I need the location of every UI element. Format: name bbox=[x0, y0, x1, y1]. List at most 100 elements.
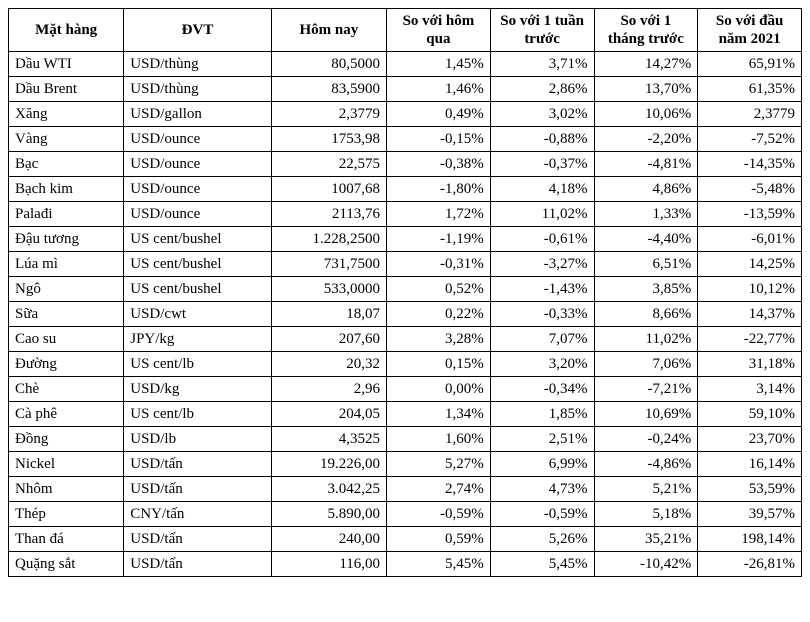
table-row: XăngUSD/gallon2,37790,49%3,02%10,06%2,37… bbox=[9, 102, 802, 127]
cell-unit: US cent/bushel bbox=[124, 252, 272, 277]
cell-vs-yesterday: -0,38% bbox=[387, 152, 491, 177]
cell-unit: USD/tấn bbox=[124, 452, 272, 477]
col-header-vs-week: So với 1 tuần trước bbox=[490, 9, 594, 52]
cell-vs-year: 65,91% bbox=[698, 52, 802, 77]
cell-vs-year: 61,35% bbox=[698, 77, 802, 102]
cell-item: Bạc bbox=[9, 152, 124, 177]
cell-today: 3.042,25 bbox=[271, 477, 386, 502]
cell-vs-week: 5,45% bbox=[490, 552, 594, 577]
cell-today: 116,00 bbox=[271, 552, 386, 577]
cell-vs-yesterday: -0,15% bbox=[387, 127, 491, 152]
cell-vs-week: 4,73% bbox=[490, 477, 594, 502]
cell-vs-month: -2,20% bbox=[594, 127, 698, 152]
cell-unit: USD/ounce bbox=[124, 152, 272, 177]
cell-unit: USD/tấn bbox=[124, 527, 272, 552]
cell-vs-week: 6,99% bbox=[490, 452, 594, 477]
cell-vs-week: -0,61% bbox=[490, 227, 594, 252]
cell-today: 80,5000 bbox=[271, 52, 386, 77]
cell-item: Thép bbox=[9, 502, 124, 527]
cell-vs-month: 6,51% bbox=[594, 252, 698, 277]
cell-vs-year: 14,25% bbox=[698, 252, 802, 277]
cell-vs-month: 13,70% bbox=[594, 77, 698, 102]
cell-vs-yesterday: 0,52% bbox=[387, 277, 491, 302]
col-header-today: Hôm nay bbox=[271, 9, 386, 52]
cell-unit: US cent/lb bbox=[124, 402, 272, 427]
cell-unit: USD/lb bbox=[124, 427, 272, 452]
cell-item: Xăng bbox=[9, 102, 124, 127]
cell-vs-year: 39,57% bbox=[698, 502, 802, 527]
cell-item: Dầu WTI bbox=[9, 52, 124, 77]
table-row: SữaUSD/cwt18,070,22%-0,33%8,66%14,37% bbox=[9, 302, 802, 327]
cell-vs-week: -0,33% bbox=[490, 302, 594, 327]
cell-vs-yesterday: 5,45% bbox=[387, 552, 491, 577]
cell-unit: USD/kg bbox=[124, 377, 272, 402]
cell-vs-week: 4,18% bbox=[490, 177, 594, 202]
cell-unit: CNY/tấn bbox=[124, 502, 272, 527]
table-row: ĐồngUSD/lb4,35251,60%2,51%-0,24%23,70% bbox=[9, 427, 802, 452]
cell-vs-yesterday: 0,22% bbox=[387, 302, 491, 327]
cell-today: 1.228,2500 bbox=[271, 227, 386, 252]
cell-unit: USD/ounce bbox=[124, 202, 272, 227]
cell-vs-month: 35,21% bbox=[594, 527, 698, 552]
cell-vs-yesterday: 5,27% bbox=[387, 452, 491, 477]
cell-vs-year: 3,14% bbox=[698, 377, 802, 402]
cell-vs-month: -0,24% bbox=[594, 427, 698, 452]
cell-item: Đậu tương bbox=[9, 227, 124, 252]
cell-unit: USD/thùng bbox=[124, 77, 272, 102]
cell-item: Chè bbox=[9, 377, 124, 402]
cell-vs-yesterday: 1,46% bbox=[387, 77, 491, 102]
cell-vs-week: 2,86% bbox=[490, 77, 594, 102]
cell-unit: USD/gallon bbox=[124, 102, 272, 127]
cell-today: 204,05 bbox=[271, 402, 386, 427]
cell-vs-year: 14,37% bbox=[698, 302, 802, 327]
cell-vs-week: 3,20% bbox=[490, 352, 594, 377]
cell-item: Bạch kim bbox=[9, 177, 124, 202]
cell-item: Cà phê bbox=[9, 402, 124, 427]
cell-vs-week: 5,26% bbox=[490, 527, 594, 552]
cell-unit: USD/tấn bbox=[124, 477, 272, 502]
cell-item: Đường bbox=[9, 352, 124, 377]
cell-item: Đồng bbox=[9, 427, 124, 452]
cell-today: 731,7500 bbox=[271, 252, 386, 277]
cell-vs-year: 198,14% bbox=[698, 527, 802, 552]
cell-vs-month: 8,66% bbox=[594, 302, 698, 327]
cell-item: Cao su bbox=[9, 327, 124, 352]
cell-unit: US cent/bushel bbox=[124, 227, 272, 252]
cell-vs-year: -26,81% bbox=[698, 552, 802, 577]
cell-vs-yesterday: 1,60% bbox=[387, 427, 491, 452]
cell-item: Lúa mì bbox=[9, 252, 124, 277]
cell-vs-month: 3,85% bbox=[594, 277, 698, 302]
cell-today: 240,00 bbox=[271, 527, 386, 552]
table-row: Bạch kimUSD/ounce1007,68-1,80%4,18%4,86%… bbox=[9, 177, 802, 202]
cell-vs-month: 4,86% bbox=[594, 177, 698, 202]
cell-vs-year: -5,48% bbox=[698, 177, 802, 202]
table-row: VàngUSD/ounce1753,98-0,15%-0,88%-2,20%-7… bbox=[9, 127, 802, 152]
cell-vs-year: 31,18% bbox=[698, 352, 802, 377]
cell-vs-year: 23,70% bbox=[698, 427, 802, 452]
cell-unit: USD/cwt bbox=[124, 302, 272, 327]
cell-vs-year: -13,59% bbox=[698, 202, 802, 227]
cell-vs-week: -0,37% bbox=[490, 152, 594, 177]
cell-item: Palađi bbox=[9, 202, 124, 227]
cell-vs-yesterday: -0,31% bbox=[387, 252, 491, 277]
cell-item: Quặng sắt bbox=[9, 552, 124, 577]
cell-item: Ngô bbox=[9, 277, 124, 302]
cell-vs-week: 11,02% bbox=[490, 202, 594, 227]
col-header-unit: ĐVT bbox=[124, 9, 272, 52]
table-row: Cao suJPY/kg207,603,28%7,07%11,02%-22,77… bbox=[9, 327, 802, 352]
table-row: Dầu WTIUSD/thùng80,50001,45%3,71%14,27%6… bbox=[9, 52, 802, 77]
cell-item: Nhôm bbox=[9, 477, 124, 502]
cell-vs-week: 2,51% bbox=[490, 427, 594, 452]
table-header-row: Mặt hàng ĐVT Hôm nay So với hôm qua So v… bbox=[9, 9, 802, 52]
cell-vs-year: 59,10% bbox=[698, 402, 802, 427]
cell-vs-year: 16,14% bbox=[698, 452, 802, 477]
cell-vs-month: -4,40% bbox=[594, 227, 698, 252]
cell-today: 4,3525 bbox=[271, 427, 386, 452]
cell-unit: USD/tấn bbox=[124, 552, 272, 577]
table-row: ThépCNY/tấn5.890,00-0,59%-0,59%5,18%39,5… bbox=[9, 502, 802, 527]
cell-vs-year: -14,35% bbox=[698, 152, 802, 177]
cell-vs-yesterday: 0,59% bbox=[387, 527, 491, 552]
cell-unit: US cent/bushel bbox=[124, 277, 272, 302]
cell-vs-month: -4,86% bbox=[594, 452, 698, 477]
table-row: BạcUSD/ounce22,575-0,38%-0,37%-4,81%-14,… bbox=[9, 152, 802, 177]
